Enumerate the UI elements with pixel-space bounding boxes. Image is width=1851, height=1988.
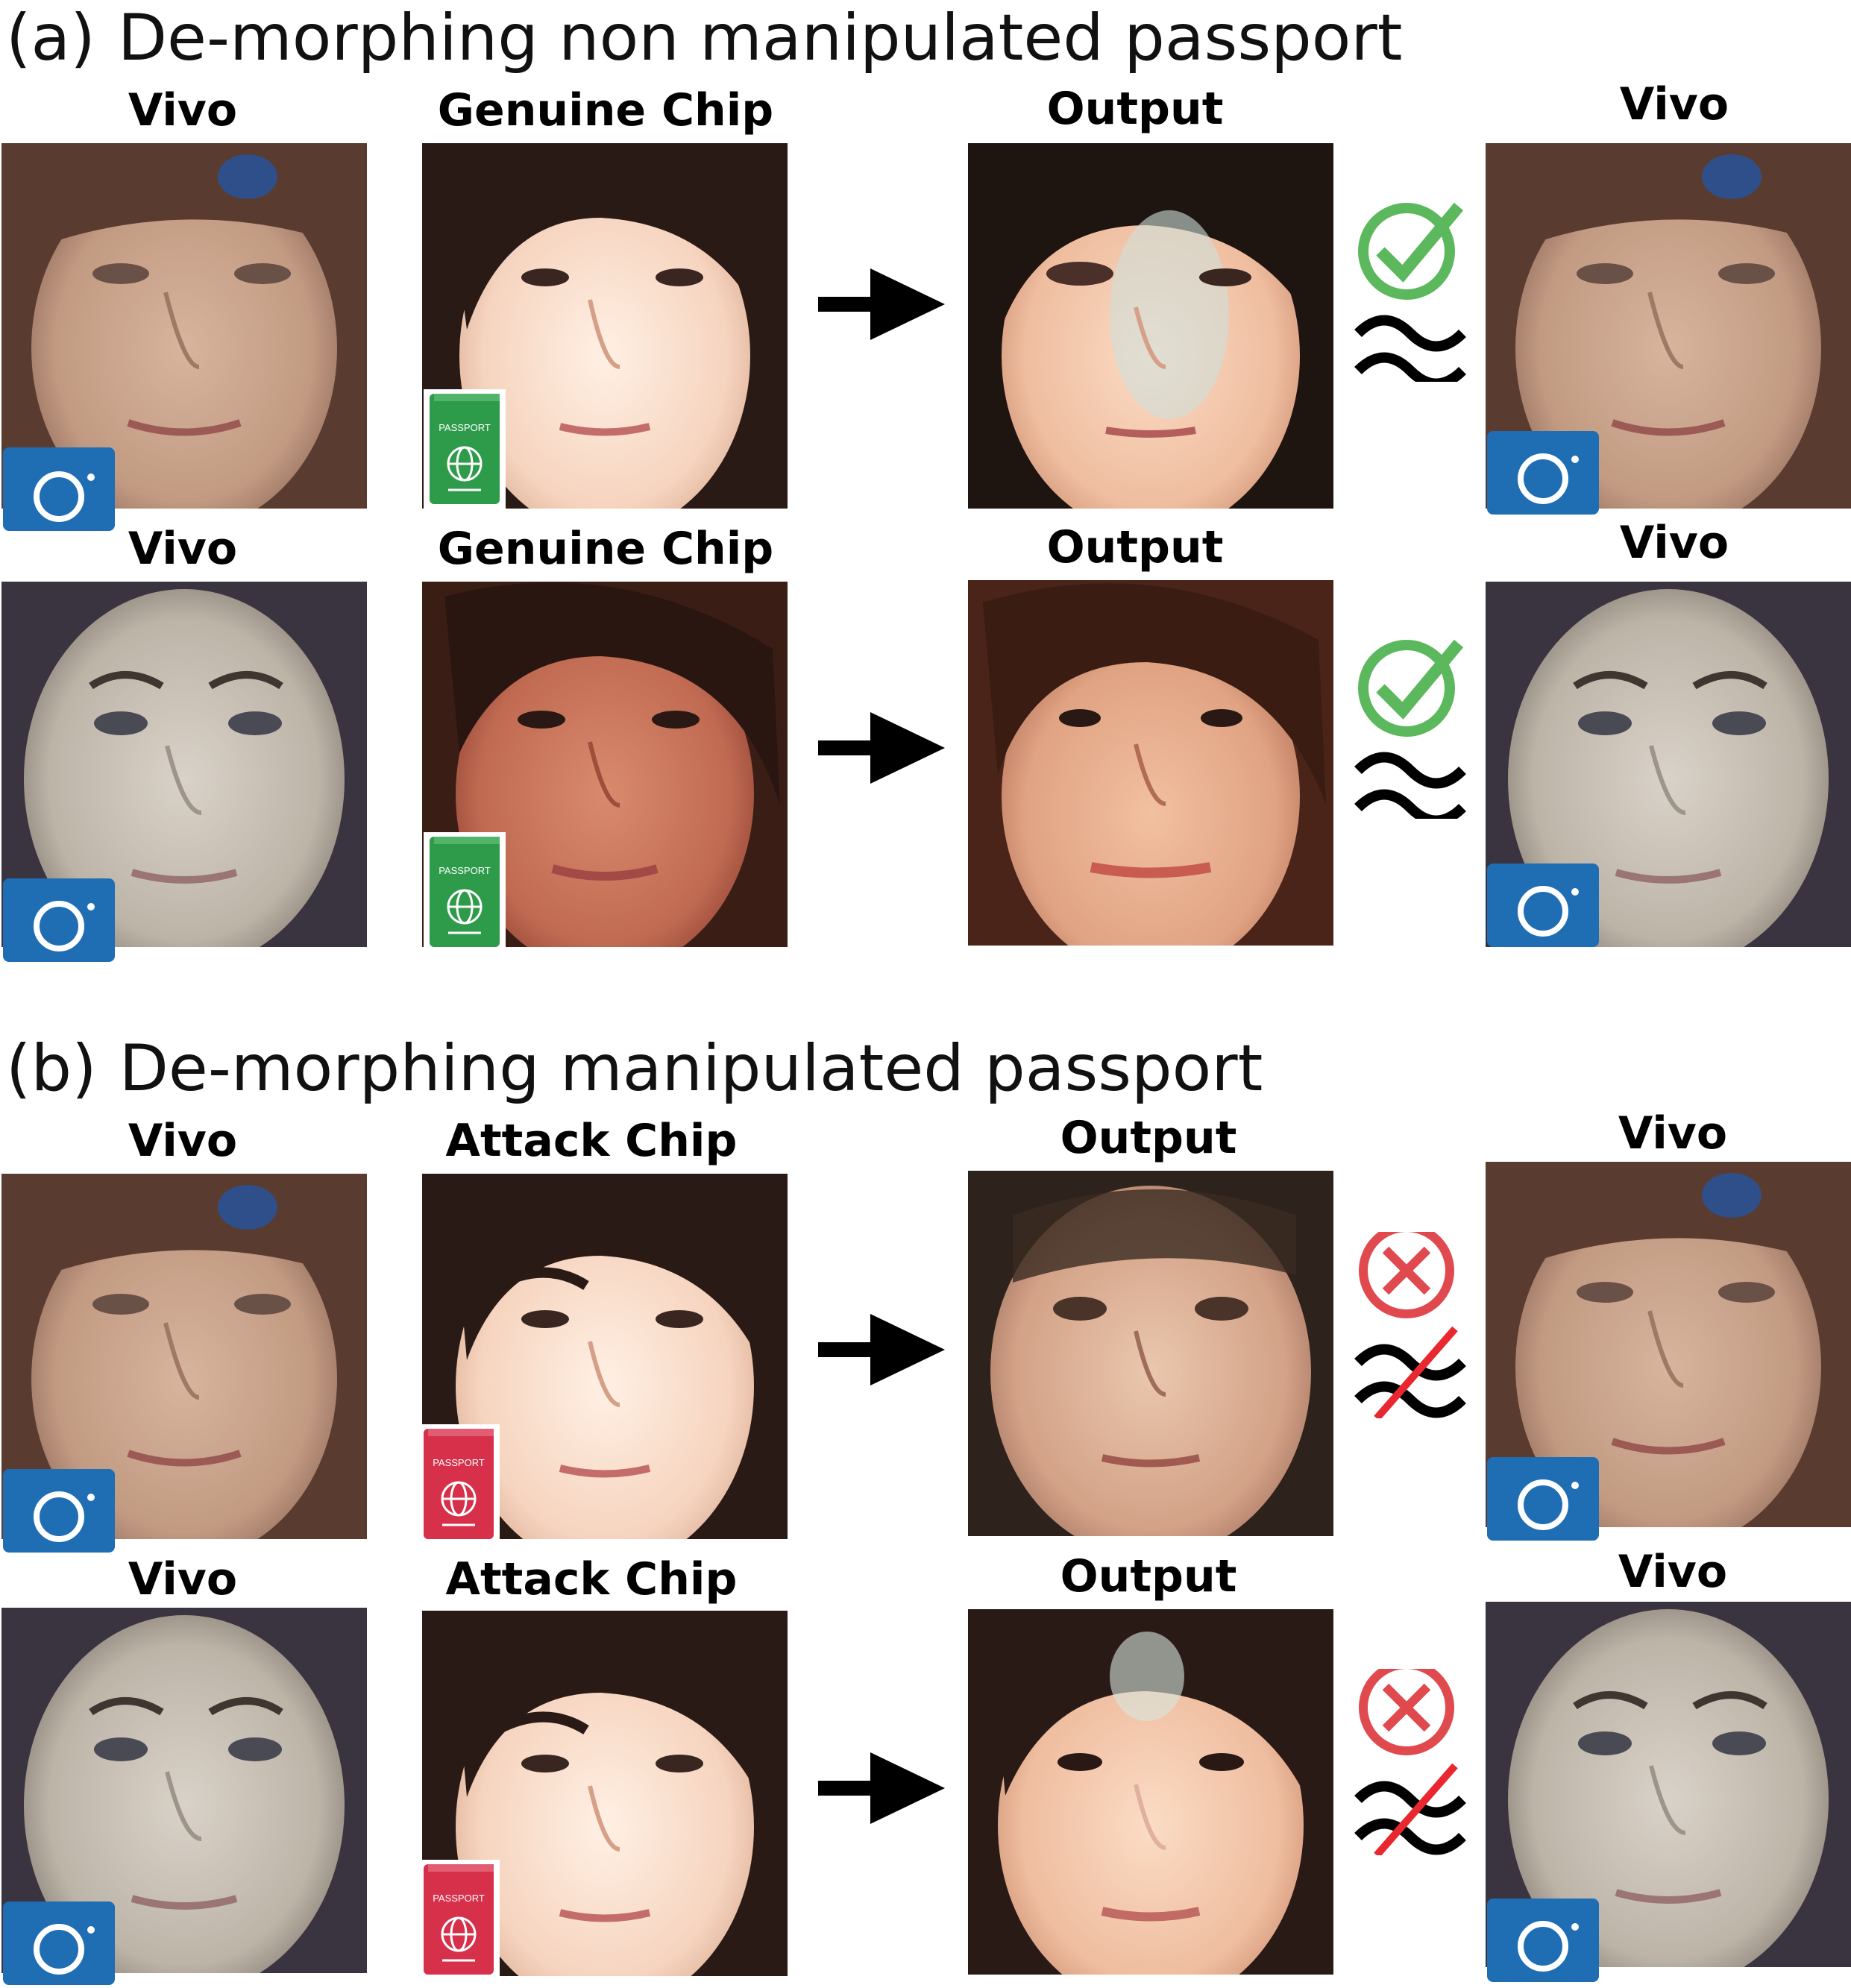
reference-vivo-face-photo [1486, 582, 1851, 947]
chip-label: Genuine Chip [437, 84, 774, 136]
reference-vivo-label: Vivo [1618, 1546, 1728, 1598]
passport-badge: PASSPORT [418, 1860, 500, 1979]
camera-badge [3, 878, 115, 962]
no-match-verdict-icon [1354, 1669, 1466, 1855]
approx-equal-icon [1354, 752, 1466, 789]
vivo-label: Vivo [128, 523, 238, 575]
approx-equal-icon [1354, 1781, 1466, 1818]
passport-text: PASSPORT [439, 422, 491, 433]
vivo-face-photo [1, 582, 367, 947]
output-face-photo [968, 143, 1333, 509]
passport-text: PASSPORT [433, 1457, 485, 1468]
section-a-title: (a) De-morphing non manipulated passport [6, 6, 1402, 70]
chip-label: Attack Chip [445, 1115, 738, 1167]
passport-badge: PASSPORT [424, 389, 506, 509]
output-label: Output [1046, 83, 1224, 135]
vivo-label: Vivo [128, 1553, 238, 1605]
output-label: Output [1060, 1112, 1237, 1164]
section-b-title: (b) De-morphing manipulated passport [6, 1037, 1263, 1101]
passport-badge: PASSPORT [418, 1424, 500, 1544]
section-b-tag: (b) [6, 1031, 97, 1106]
arrow-right-icon [818, 268, 945, 340]
camera-badge [1487, 1899, 1599, 1982]
camera-badge [1487, 864, 1599, 947]
check-circle-icon [1358, 203, 1455, 300]
output-face-photo [968, 1171, 1333, 1536]
vivo-face-photo [1, 1608, 367, 1973]
output-face-photo [968, 580, 1333, 946]
approx-equal-icon [1354, 1344, 1466, 1381]
camera-badge [3, 1902, 115, 1985]
arrow-right-icon [818, 712, 945, 784]
output-face-photo [968, 1609, 1333, 1975]
vivo-face-photo [1, 143, 367, 509]
camera-badge [3, 1469, 115, 1553]
section-b-heading: De-morphing manipulated passport [119, 1031, 1263, 1106]
section-a-tag: (a) [6, 1, 95, 75]
section-a-heading: De-morphing non manipulated passport [117, 1, 1403, 75]
reference-vivo-label: Vivo [1619, 517, 1729, 569]
passport-text: PASSPORT [439, 865, 491, 876]
vivo-label: Vivo [128, 84, 238, 136]
check-circle-icon [1358, 640, 1455, 737]
match-verdict-icon [1354, 639, 1466, 819]
chip-face-photo [422, 143, 788, 509]
no-match-verdict-icon [1354, 1232, 1466, 1418]
cross-circle-icon [1359, 1669, 1454, 1755]
approx-equal-icon [1354, 315, 1466, 352]
output-label: Output [1046, 521, 1224, 573]
chip-label: Genuine Chip [437, 523, 774, 575]
arrow-right-icon [818, 1314, 945, 1385]
cross-circle-icon [1359, 1232, 1454, 1318]
chip-face-photo [422, 582, 788, 947]
camera-badge [1487, 431, 1599, 515]
vivo-label: Vivo [128, 1115, 238, 1167]
camera-badge [1487, 1457, 1599, 1541]
reference-vivo-face-photo [1486, 143, 1851, 509]
reference-vivo-label: Vivo [1619, 78, 1729, 130]
match-verdict-icon [1354, 202, 1466, 382]
camera-badge [3, 447, 115, 531]
output-label: Output [1060, 1550, 1237, 1602]
arrow-right-icon [818, 1752, 945, 1824]
chip-label: Attack Chip [445, 1553, 738, 1605]
reference-vivo-label: Vivo [1618, 1107, 1728, 1160]
passport-text: PASSPORT [433, 1893, 485, 1904]
passport-badge: PASSPORT [424, 832, 506, 951]
